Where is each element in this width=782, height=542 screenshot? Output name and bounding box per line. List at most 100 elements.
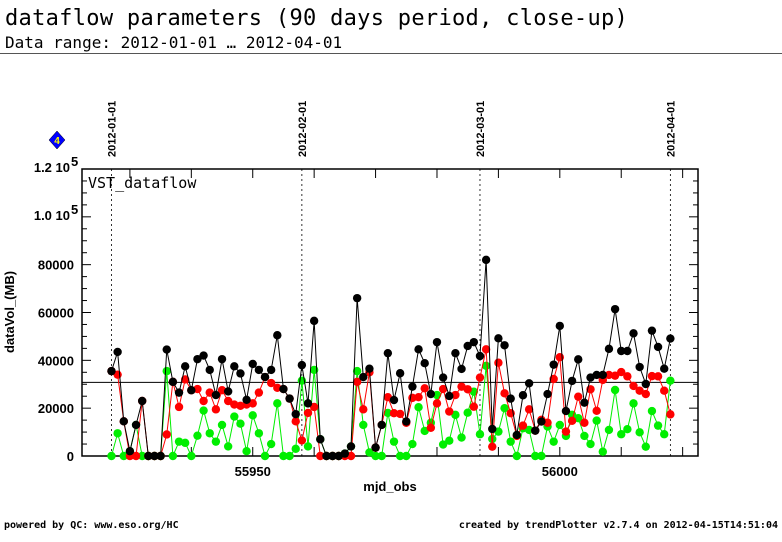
data-point-total bbox=[365, 364, 374, 373]
data-point-total bbox=[445, 391, 454, 401]
data-point-total bbox=[199, 351, 208, 360]
data-point-green bbox=[549, 437, 558, 446]
data-point-red bbox=[414, 392, 423, 402]
data-point-green bbox=[365, 448, 374, 457]
y-tick-label: 20000 bbox=[38, 401, 74, 416]
data-point-total bbox=[383, 348, 393, 358]
x-tick-label: 55950 bbox=[235, 464, 271, 479]
data-point-green bbox=[481, 361, 491, 371]
data-point-total bbox=[531, 426, 540, 435]
data-point-green bbox=[524, 425, 534, 435]
data-point-red bbox=[494, 358, 503, 367]
data-point-red bbox=[488, 442, 497, 451]
data-point-total bbox=[377, 420, 386, 430]
data-point-total bbox=[254, 365, 264, 375]
data-point-total bbox=[623, 346, 632, 356]
data-point-red bbox=[660, 386, 669, 395]
data-point-red bbox=[162, 430, 171, 439]
data-point-total bbox=[340, 449, 350, 458]
data-point-green bbox=[371, 451, 380, 461]
data-point-total bbox=[144, 451, 153, 461]
data-point-green bbox=[230, 412, 239, 421]
y-tick-label: 0 bbox=[67, 449, 74, 464]
data-point-red bbox=[623, 372, 632, 381]
data-point-green bbox=[119, 451, 128, 461]
data-point-total bbox=[481, 255, 491, 265]
data-point-green bbox=[107, 451, 116, 461]
header-divider bbox=[0, 53, 782, 54]
data-point-green bbox=[463, 408, 472, 417]
data-point-total bbox=[291, 409, 300, 419]
data-point-red bbox=[174, 402, 184, 412]
data-point-red bbox=[592, 406, 601, 415]
data-point-red bbox=[641, 389, 650, 399]
data-point-total bbox=[156, 451, 165, 461]
y-tick-exponent: 5 bbox=[71, 202, 78, 217]
marker-label: 4 bbox=[54, 136, 60, 147]
data-point-total bbox=[617, 346, 626, 356]
data-point-green bbox=[617, 430, 626, 439]
data-point-green bbox=[457, 433, 466, 442]
data-point-total bbox=[260, 372, 270, 382]
data-point-total bbox=[107, 366, 116, 376]
data-point-green bbox=[408, 439, 417, 449]
data-point-green bbox=[506, 437, 515, 446]
data-point-total bbox=[279, 384, 288, 394]
data-point-total bbox=[432, 337, 442, 347]
data-point-green bbox=[236, 419, 245, 428]
data-point-total bbox=[174, 388, 184, 397]
data-point-green bbox=[610, 385, 620, 395]
data-point-red bbox=[131, 451, 141, 461]
data-point-green bbox=[223, 442, 233, 451]
data-point-total bbox=[359, 372, 368, 382]
data-point-total bbox=[426, 389, 436, 399]
data-point-total bbox=[371, 443, 380, 452]
data-point-green bbox=[623, 425, 632, 434]
data-point-green bbox=[279, 451, 288, 461]
data-point-total bbox=[506, 394, 515, 403]
y-axis-label: dataVol_(MB) bbox=[2, 271, 17, 353]
data-point-total bbox=[168, 377, 178, 387]
data-point-total bbox=[488, 424, 497, 434]
chart-title: VST_dataflow bbox=[88, 174, 197, 192]
data-point-total bbox=[328, 451, 337, 461]
data-point-red bbox=[518, 421, 528, 430]
data-point-red bbox=[426, 423, 436, 432]
data-point-red bbox=[561, 427, 571, 436]
data-point-total bbox=[463, 341, 472, 351]
data-point-total bbox=[555, 321, 565, 331]
data-point-green bbox=[604, 425, 614, 435]
data-point-total bbox=[518, 391, 528, 400]
data-point-red bbox=[475, 373, 485, 382]
data-point-red bbox=[297, 436, 307, 445]
data-point-green bbox=[580, 431, 589, 441]
data-point-total bbox=[180, 362, 190, 371]
data-point-green bbox=[395, 451, 405, 461]
data-point-total bbox=[457, 364, 466, 374]
data-point-total bbox=[137, 396, 147, 406]
data-point-total bbox=[346, 442, 356, 451]
data-point-red bbox=[248, 399, 257, 408]
data-point-total bbox=[389, 395, 399, 405]
data-point-green bbox=[414, 403, 423, 412]
data-point-red bbox=[574, 392, 583, 401]
data-point-green bbox=[660, 430, 669, 439]
data-point-red bbox=[524, 405, 534, 414]
data-point-red bbox=[580, 418, 589, 427]
date-marker-label: 2012-01-01 bbox=[106, 101, 118, 157]
data-point-total bbox=[266, 365, 276, 375]
data-point-total bbox=[309, 316, 319, 326]
data-point-green bbox=[592, 416, 601, 425]
data-point-green bbox=[113, 429, 122, 438]
data-point-red bbox=[604, 370, 614, 380]
data-point-total bbox=[549, 360, 558, 369]
data-point-red bbox=[617, 367, 626, 377]
data-point-red bbox=[254, 388, 264, 397]
data-point-green bbox=[162, 366, 171, 376]
data-point-total bbox=[131, 420, 141, 430]
data-point-red bbox=[291, 417, 300, 426]
data-point-green bbox=[555, 420, 565, 430]
data-point-total bbox=[641, 379, 650, 389]
data-point-total bbox=[242, 395, 251, 404]
data-point-green bbox=[303, 442, 313, 451]
